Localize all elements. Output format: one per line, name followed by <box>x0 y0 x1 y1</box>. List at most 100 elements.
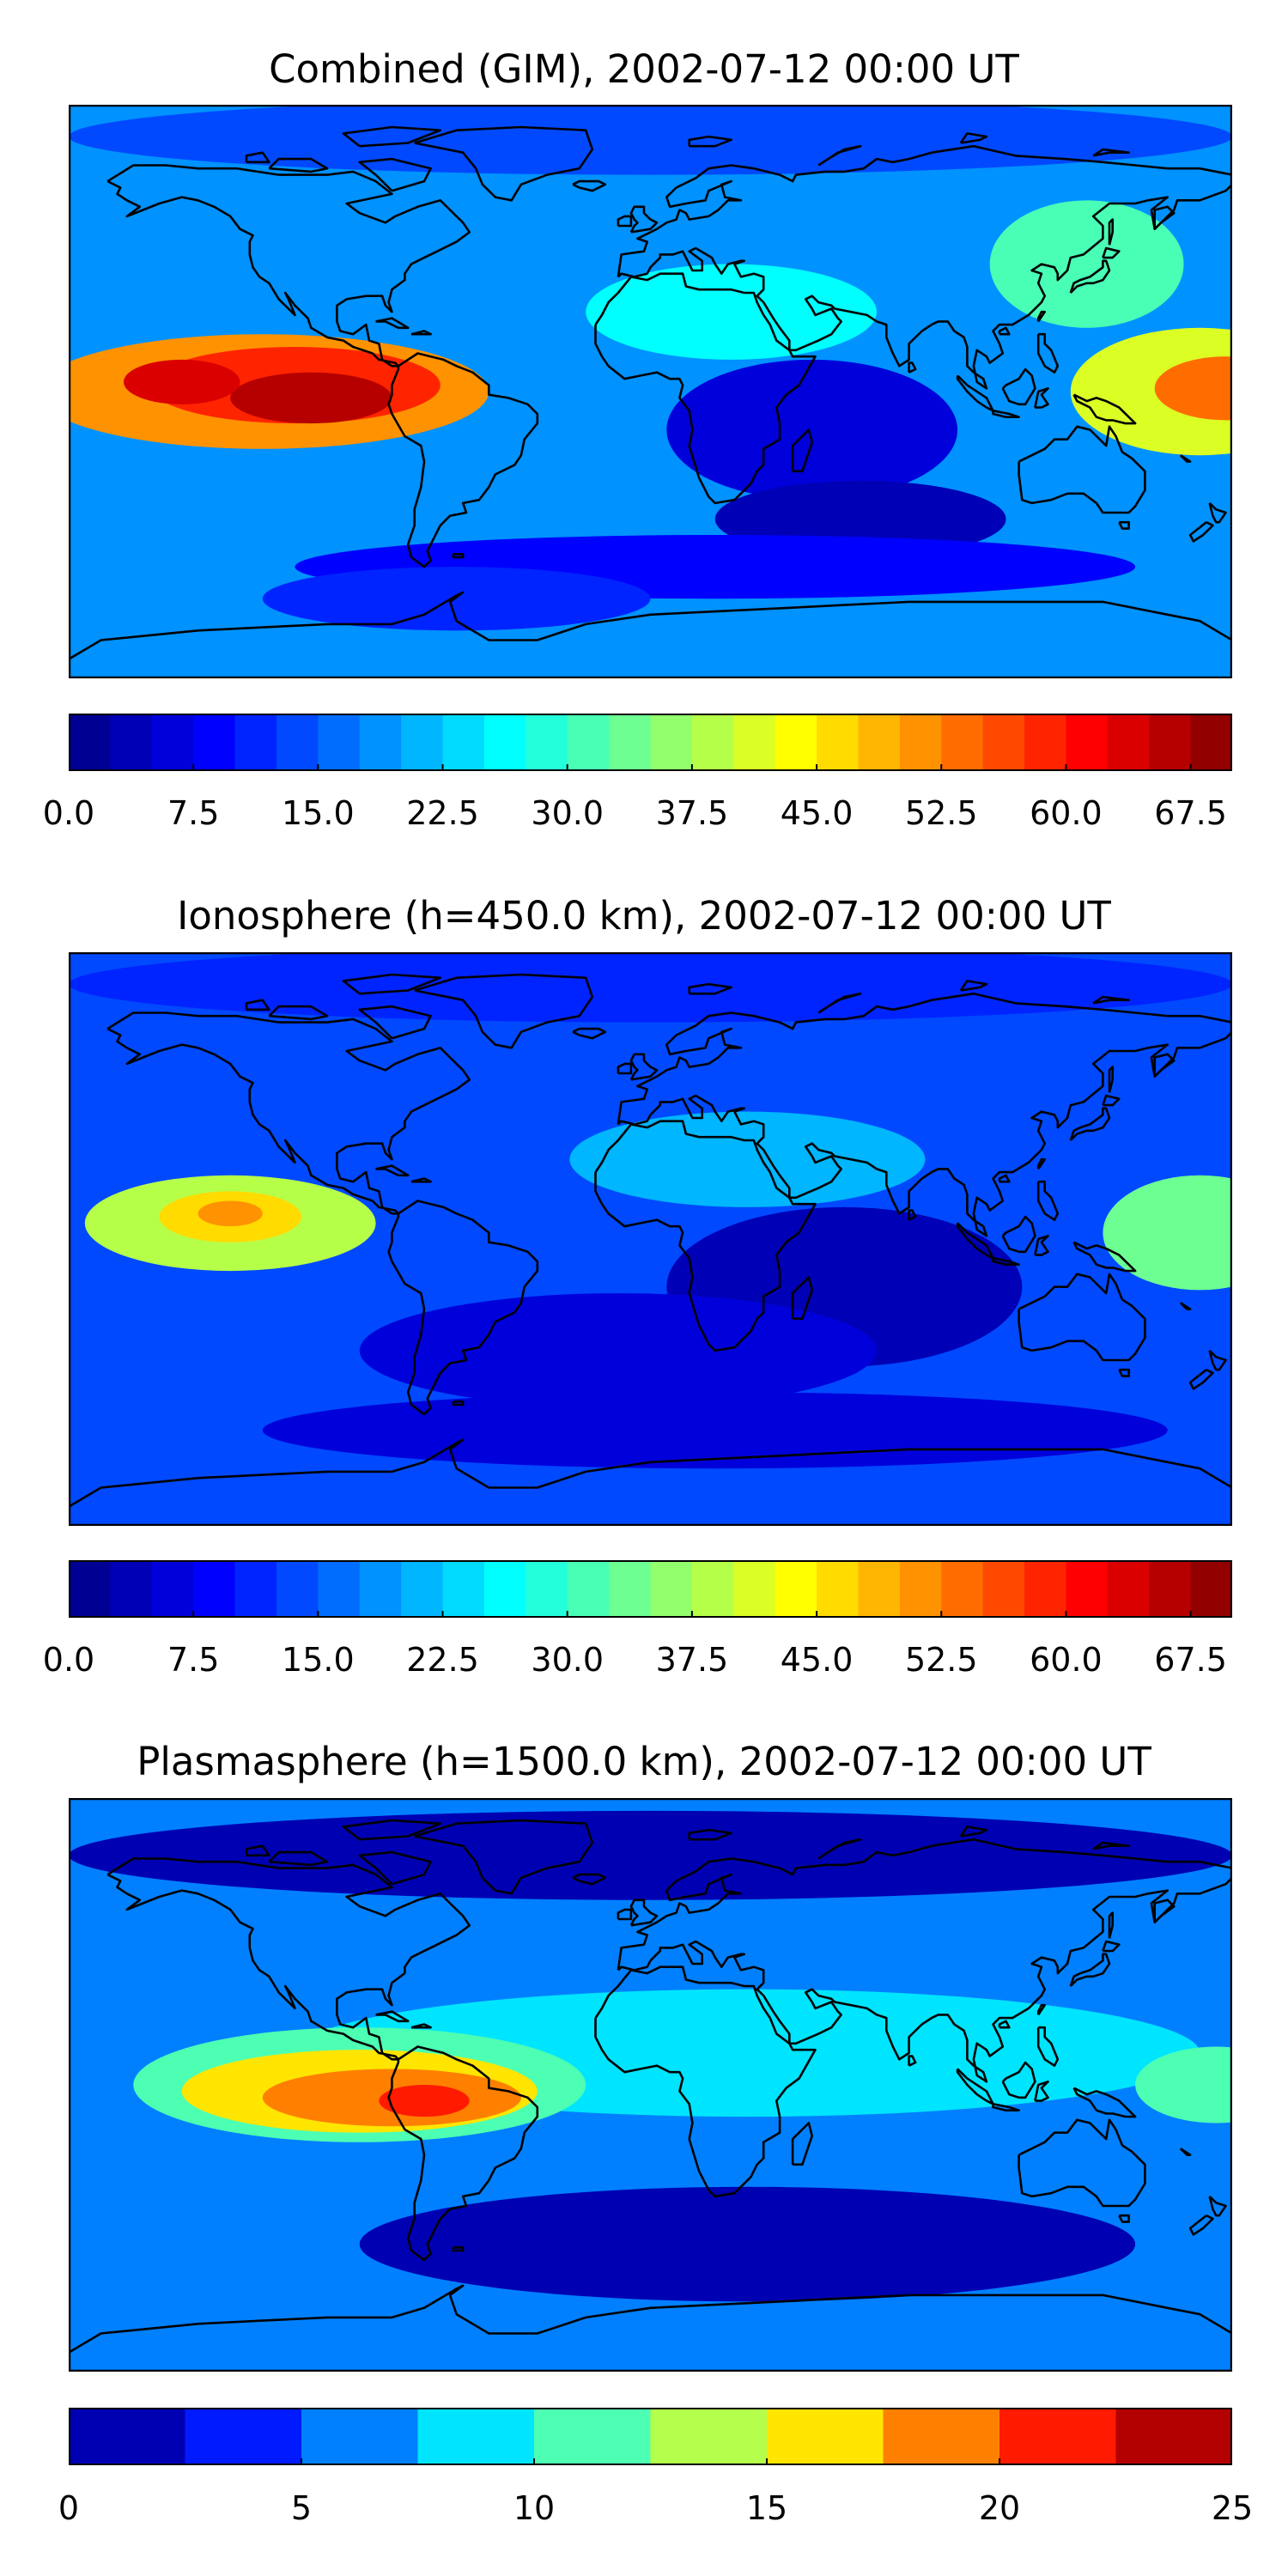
colorbar-tick-label: 15 <box>745 2489 788 2527</box>
colorbar-border <box>69 714 1232 771</box>
coastline-iceland <box>572 1873 607 1886</box>
coastline-new-caledonia <box>1179 2148 1192 2156</box>
coastline-madagascar <box>791 428 814 473</box>
coastline-tasmania <box>1118 2214 1130 2223</box>
coastline-severnaya-zemlya <box>959 132 988 144</box>
contour-region <box>197 1200 263 1227</box>
colorbar-swatch <box>483 714 526 771</box>
contour-region <box>262 1392 1168 1469</box>
colorbar-tick-label: 60.0 <box>1030 794 1103 832</box>
colorbar-swatch <box>276 714 319 771</box>
coastline-hainan <box>998 2020 1011 2029</box>
contour-region <box>666 359 958 501</box>
coastline-baffin-island <box>358 157 432 192</box>
coastline-uk <box>629 1899 659 1927</box>
colorbar-tick-label: 67.5 <box>1154 1641 1227 1679</box>
colorbar-swatch <box>941 1560 984 1618</box>
colorbar-swatch <box>1066 714 1109 771</box>
colorbar-swatch <box>234 714 277 771</box>
contour-region <box>123 359 240 404</box>
colorbar-swatch <box>858 714 901 771</box>
coastline-new-caledonia <box>1179 454 1192 463</box>
coastline-new-zealand-north <box>1208 2195 1227 2217</box>
colorbar-tick-label: 52.5 <box>904 1641 978 1679</box>
coastline-greenland <box>414 973 594 1049</box>
coastline-victoria-island <box>268 157 329 173</box>
colorbar-swatch <box>69 1560 111 1618</box>
colorbar-swatch <box>1024 714 1067 771</box>
colorbar-swatch <box>483 1560 526 1618</box>
coastline-new-guinea <box>1072 1241 1137 1273</box>
colorbar-swatch <box>534 2408 652 2465</box>
contour-region <box>379 2085 470 2117</box>
coastline-tasmania <box>1118 520 1130 530</box>
coastline-sumatra <box>956 1222 994 1260</box>
coastline-victoria-island <box>268 1005 329 1021</box>
coastline-greenland <box>414 125 594 202</box>
coastline-falklands <box>452 1400 465 1406</box>
coastline-new-guinea <box>1072 2087 1137 2118</box>
colorbar-swatch <box>185 2408 302 2465</box>
coastline-kamchatka-region <box>1153 205 1176 230</box>
coastline-new-zealand-south <box>1188 2215 1214 2236</box>
coastline-africa <box>594 1965 817 2198</box>
coastlines <box>69 1819 1232 2354</box>
colorbar-tick-label: 0.0 <box>42 794 95 832</box>
coastline-hispaniola <box>410 330 432 336</box>
colorbar-swatch <box>526 714 568 771</box>
coastline-antarctica <box>69 591 1232 660</box>
colorbar-border <box>69 1560 1232 1618</box>
world-map <box>69 105 1232 678</box>
coastline-taiwan <box>1036 1157 1046 1170</box>
colorbar-swatch <box>110 1560 153 1618</box>
coastline-south-america <box>387 352 539 568</box>
chart-title: Combined (GIM), 2002-07-12 00:00 UT <box>269 46 1019 92</box>
colorbar-border <box>69 2408 1232 2465</box>
colorbar-swatch <box>69 2408 186 2465</box>
colorbar-swatch <box>817 714 860 771</box>
colorbar-tick-label: 37.5 <box>655 1641 729 1679</box>
coastline-hispaniola <box>410 1177 432 1183</box>
colorbar-swatch <box>650 1560 693 1618</box>
colorbar-swatch <box>650 2408 768 2465</box>
coastline-new-siberian-islands <box>1092 148 1130 157</box>
colorbar-swatch <box>775 1560 817 1618</box>
colorbar-tick-label: 7.5 <box>167 794 220 832</box>
colorbar-swatch <box>318 714 361 771</box>
coastline-eurasia <box>617 1838 1232 2083</box>
colorbar-tick-label: 25 <box>1211 2489 1254 2527</box>
coastline-java <box>992 1257 1020 1267</box>
coastline-new-zealand-north <box>1208 501 1227 524</box>
coastline-hokkaido <box>1102 1940 1121 1953</box>
coastline-sakhalin <box>1108 1066 1114 1093</box>
coastline-australia <box>1018 2118 1146 2208</box>
coastline-new-zealand-south <box>1188 521 1214 543</box>
colorbar-swatch <box>982 1560 1025 1618</box>
coastline-north-america <box>106 164 471 368</box>
colorbar-tick-label: 30.0 <box>531 794 605 832</box>
colorbar-swatch <box>883 2408 1000 2465</box>
world-map <box>69 952 1232 1526</box>
coastline-hispaniola <box>410 2023 432 2029</box>
contour-region <box>230 372 392 424</box>
chart-title: Ionosphere (h=450.0 km), 2002-07-12 00:0… <box>177 893 1111 939</box>
colorbar-swatch <box>401 1560 444 1618</box>
colorbar-swatch <box>151 1560 194 1618</box>
colorbar-swatch <box>442 714 485 771</box>
coastline-greenland <box>414 1819 594 1895</box>
map-frame-border <box>69 105 1232 678</box>
colorbar-tick-label: 60.0 <box>1030 1641 1103 1679</box>
coastline-eurasia <box>617 144 1232 390</box>
contour-region <box>359 1293 877 1408</box>
colorbar-swatch <box>733 1560 776 1618</box>
coastline-ireland <box>617 1908 633 1921</box>
coastline-hainan <box>998 326 1011 336</box>
contour-region <box>989 200 1184 328</box>
colorbar-swatch <box>1115 2408 1232 2465</box>
colorbar-tick-label: 45.0 <box>780 1641 854 1679</box>
colorbar-swatch <box>234 1560 277 1618</box>
colorbar-tick-label: 7.5 <box>167 1641 220 1679</box>
colorbar-swatch <box>775 714 817 771</box>
coastline-madagascar <box>791 2122 814 2166</box>
colorbar-swatch <box>1024 1560 1067 1618</box>
